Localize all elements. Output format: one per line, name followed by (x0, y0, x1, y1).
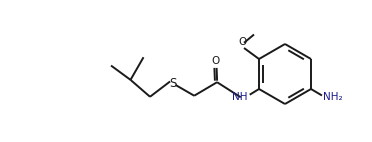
Text: O: O (238, 37, 246, 47)
Text: NH: NH (232, 92, 247, 102)
Text: O: O (211, 56, 219, 66)
Text: S: S (169, 77, 177, 90)
Text: NH₂: NH₂ (323, 91, 343, 102)
